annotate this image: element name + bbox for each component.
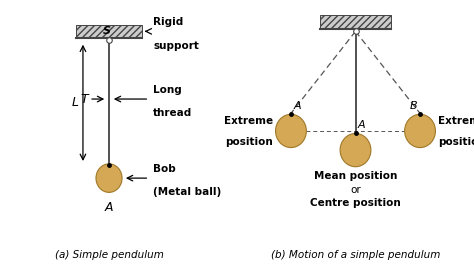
Text: Extreme: Extreme <box>438 116 474 126</box>
Text: Long: Long <box>153 85 182 95</box>
Text: support: support <box>153 41 199 51</box>
Text: A: A <box>293 101 301 110</box>
Text: Extreme: Extreme <box>224 116 273 126</box>
Text: Mean position: Mean position <box>314 171 397 181</box>
Text: T: T <box>81 93 88 106</box>
Text: B: B <box>410 101 418 110</box>
Text: S: S <box>103 26 110 36</box>
Ellipse shape <box>275 114 306 148</box>
Text: position: position <box>438 137 474 147</box>
Text: A: A <box>105 201 113 214</box>
Bar <box>320 15 391 28</box>
Text: A: A <box>358 120 365 130</box>
Text: Rigid: Rigid <box>153 16 183 27</box>
Text: Centre position: Centre position <box>310 198 401 207</box>
Text: thread: thread <box>153 107 192 118</box>
Ellipse shape <box>96 164 122 192</box>
Text: (b) Motion of a simple pendulum: (b) Motion of a simple pendulum <box>271 250 440 260</box>
Text: (Metal ball): (Metal ball) <box>153 187 221 197</box>
Ellipse shape <box>405 114 436 148</box>
Bar <box>76 25 142 38</box>
Ellipse shape <box>340 134 371 167</box>
Text: or: or <box>350 185 361 195</box>
Text: L: L <box>71 96 78 109</box>
Text: (a) Simple pendulum: (a) Simple pendulum <box>55 250 164 260</box>
Text: position: position <box>226 137 273 147</box>
Text: Bob: Bob <box>153 164 176 174</box>
